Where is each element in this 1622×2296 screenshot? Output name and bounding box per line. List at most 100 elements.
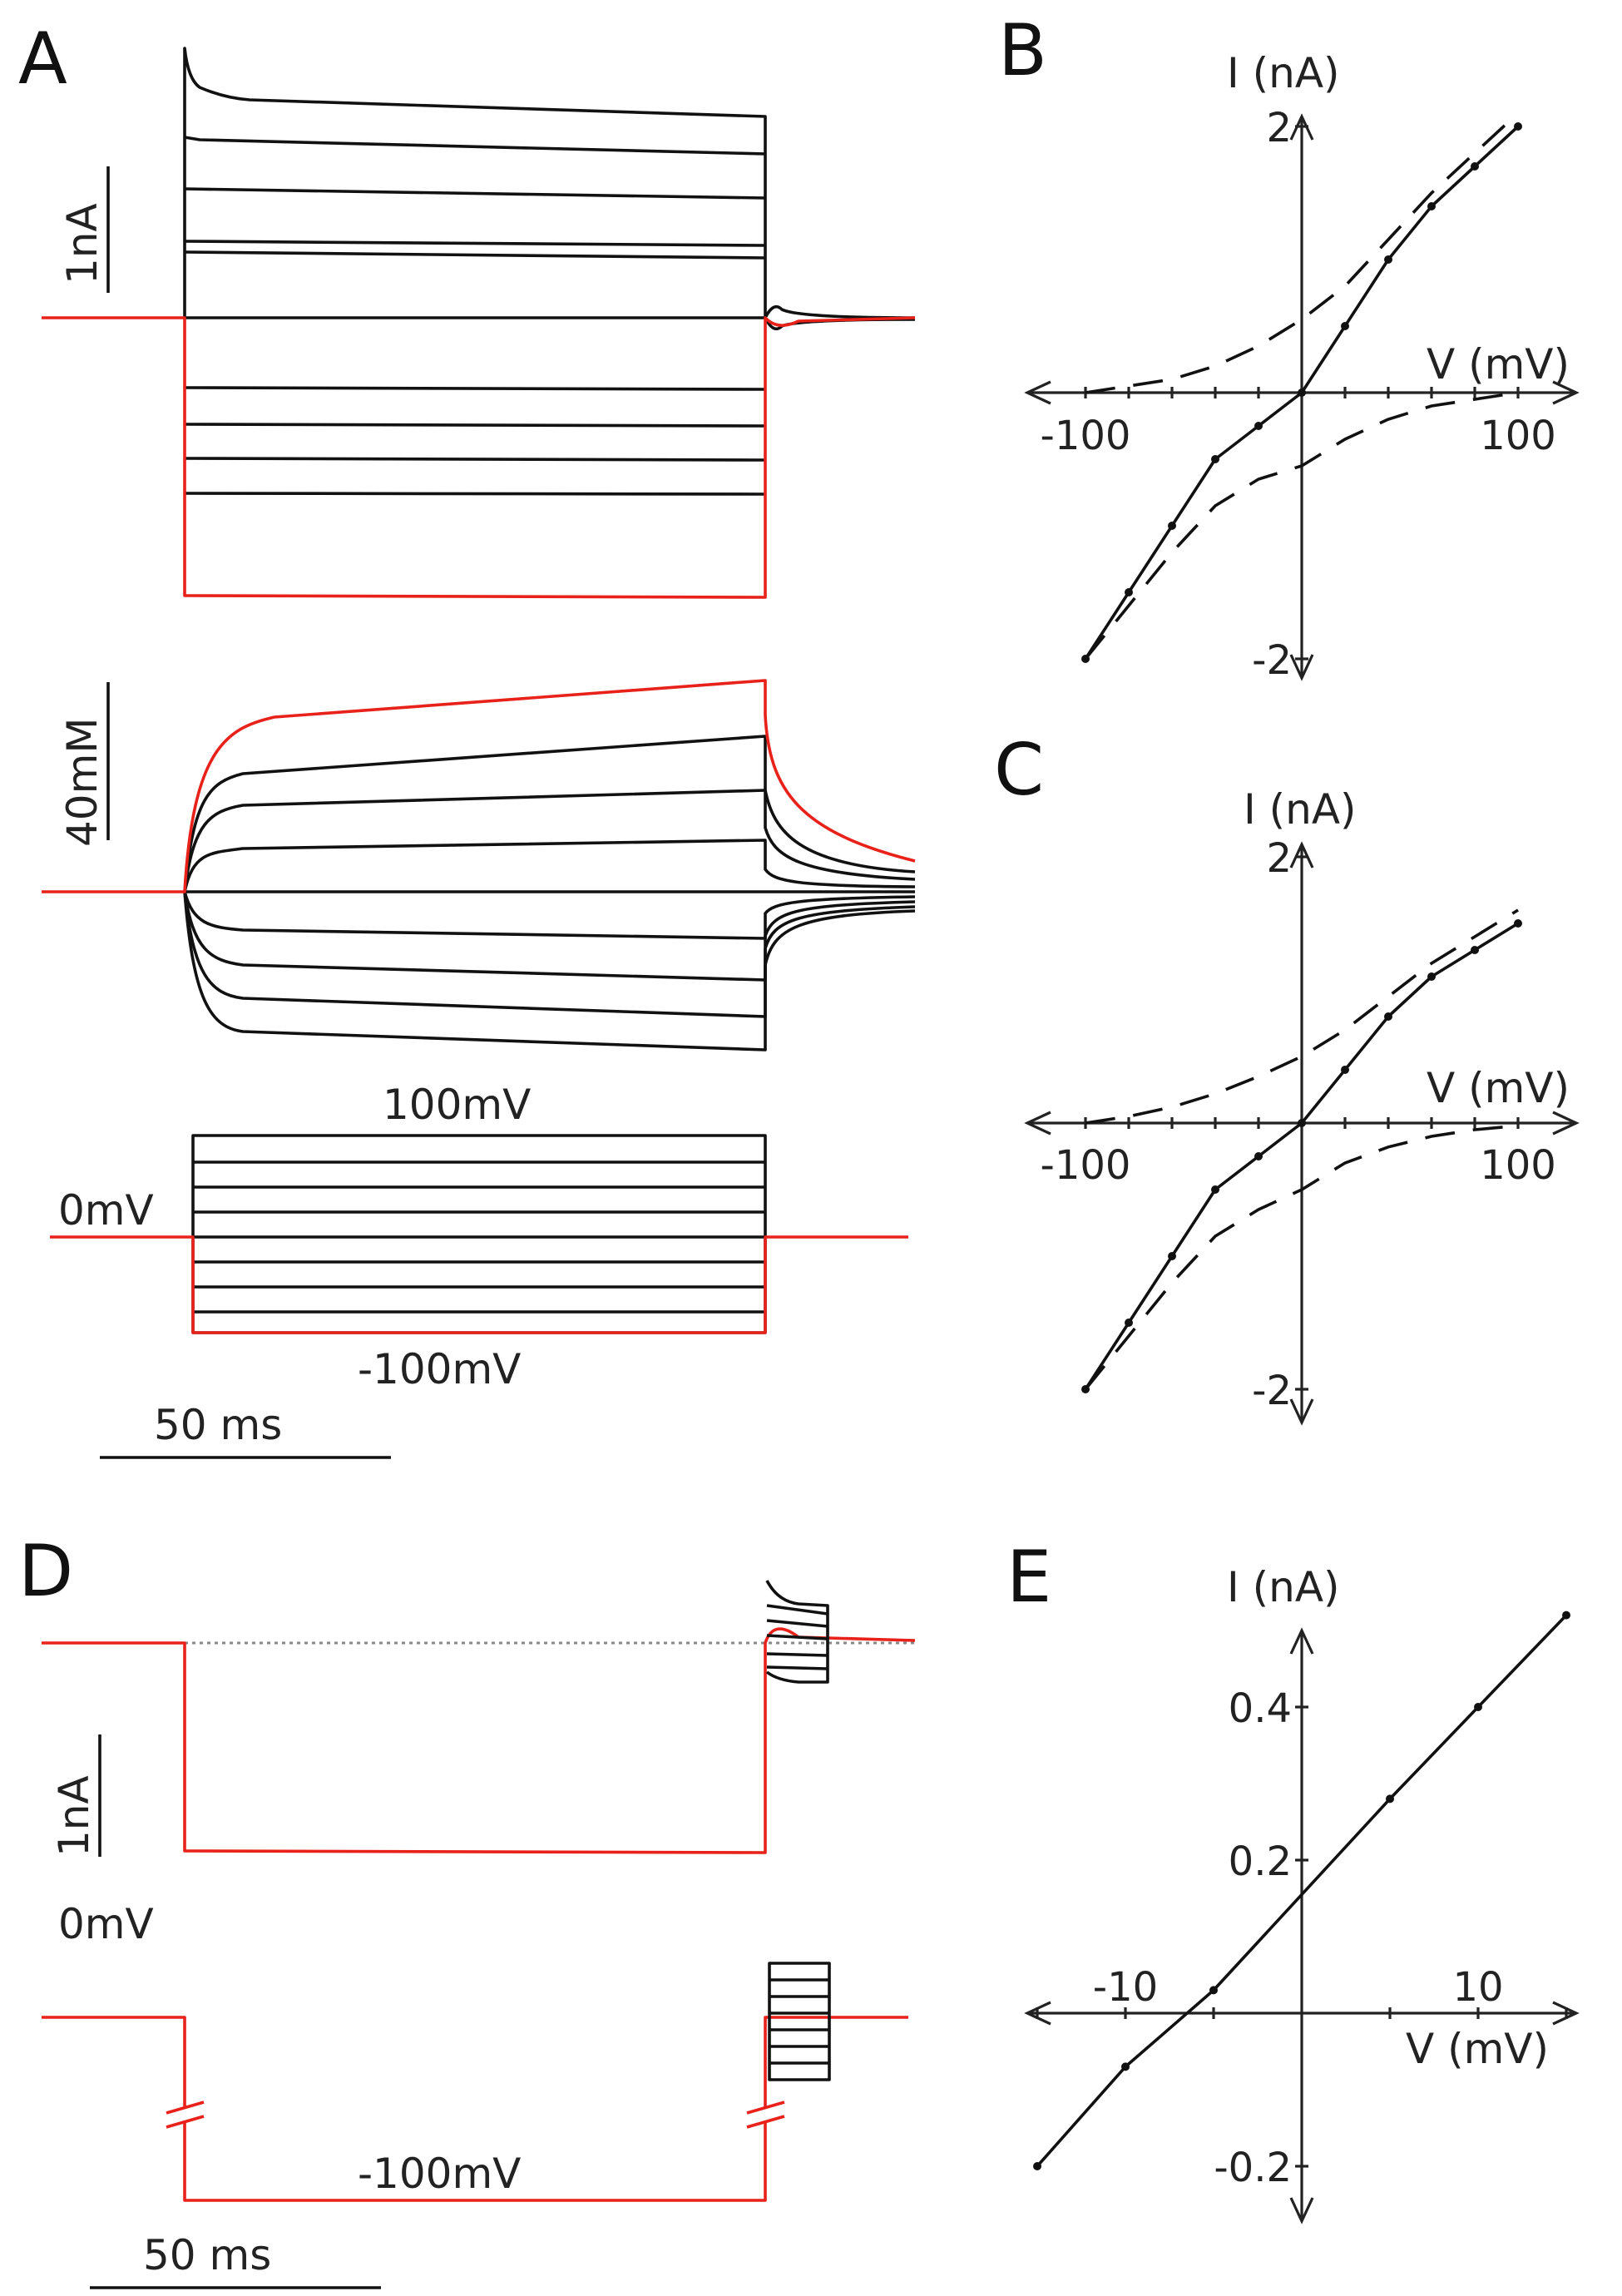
a-current-traces: 1nA (42, 47, 916, 599)
data-point (1514, 122, 1522, 131)
x-tick-label: -100 (1041, 413, 1131, 459)
y-tick-label: 0.2 (1229, 1838, 1292, 1885)
iv-plot-c: V (mV) I (nA) -100 100 -2 2 (1024, 785, 1580, 1426)
x-tick-label: -100 (1041, 1142, 1131, 1189)
data-point (1298, 388, 1306, 397)
y-axis-arrow-top (1289, 1627, 1314, 1655)
y-tick-label: 2 (1266, 835, 1292, 882)
panel-d: D 1nA 0mV -100mV 50 ms (18, 1530, 916, 2289)
a-conc-trace-7 (183, 891, 916, 1052)
data-point (1125, 588, 1133, 596)
panel-label-a: A (18, 17, 67, 101)
a-tail-upper (764, 304, 916, 319)
data-point (1254, 422, 1263, 430)
y-axis-arrow-top (1289, 841, 1314, 868)
x-axis-arrow-left (1024, 380, 1051, 405)
a-conc-trace-3 (183, 839, 916, 893)
data-point (1471, 946, 1479, 954)
x-axis-label: V (mV) (1427, 1064, 1570, 1112)
y-tick-label: -0.2 (1214, 2145, 1292, 2191)
a-trace-3 (184, 187, 766, 200)
d-time-scale-label: 50 ms (143, 2231, 271, 2279)
series-line-3 (1085, 111, 1520, 394)
x-tick-label: 100 (1480, 413, 1556, 459)
d-tail-4 (766, 1652, 828, 1657)
data-point (1384, 255, 1392, 264)
series-line-1 (1036, 1614, 1568, 2168)
y-axis-arrow-bottom (1289, 654, 1314, 681)
d-tail-currents (765, 1580, 829, 1684)
d-v-trace (42, 2016, 908, 2202)
d-tail-3 (766, 1634, 828, 1640)
panel-label-e: E (1006, 1536, 1051, 1619)
a-v-hold-label: 0mV (58, 1186, 154, 1235)
d-tail-box (765, 1580, 829, 1684)
series-line-2 (1084, 1124, 1519, 1391)
d-axis-break-right-1 (746, 2101, 785, 2115)
iv-plot-b: V (mV) I (nA) -100 100 -2 2 (1024, 49, 1580, 684)
d-axis-break-left-2 (166, 2115, 205, 2129)
a-trace-top (183, 47, 767, 318)
data-point (1211, 1185, 1219, 1194)
y-axis-arrow-bottom (1289, 1398, 1314, 1426)
y-tick-label: -2 (1252, 637, 1292, 684)
a-trace-6 (184, 386, 766, 391)
y-axis-label: I (nA) (1227, 1563, 1340, 1611)
x-tick-label: -10 (1093, 1964, 1158, 2011)
d-tail-2 (766, 1619, 828, 1628)
a-conc-scale-label: 40mM (58, 718, 106, 847)
panel-label-b: B (998, 9, 1047, 92)
d-tail-1 (766, 1604, 828, 1616)
data-point (1386, 1794, 1394, 1804)
a-conc-trace-highlight (42, 679, 916, 893)
a-conc-trace-5 (183, 891, 916, 982)
data-point (1514, 919, 1522, 928)
y-tick-label: -2 (1252, 1368, 1292, 1414)
d-v-step-label: -100mV (358, 2150, 521, 2198)
data-point (1474, 1703, 1482, 1711)
a-v-step-box (191, 1134, 767, 1334)
y-tick-label: 0.4 (1229, 1685, 1292, 1732)
a-trace-highlight (42, 316, 916, 599)
panel-a: A 1nA 40mM (18, 17, 916, 1459)
series-line-3 (1085, 908, 1519, 1125)
a-trace-2 (184, 136, 766, 156)
data-point (1427, 972, 1436, 981)
a-v-min-label: -100mV (358, 1345, 521, 1393)
data-point (1121, 2062, 1130, 2071)
a-concentration-traces: 40mM (42, 679, 916, 1052)
x-axis-label: V (mV) (1406, 2025, 1549, 2073)
d-axis-break-right-2 (746, 2115, 785, 2129)
a-trace-5 (184, 250, 766, 260)
d-current-scale-label: 1nA (50, 1775, 98, 1857)
a-conc-trace-2 (183, 789, 916, 893)
data-point (1341, 1066, 1349, 1074)
y-axis-label: I (nA) (1227, 49, 1340, 97)
data-point (1341, 322, 1349, 330)
series-line-2 (1084, 391, 1519, 661)
a-v-max-label: 100mV (383, 1081, 531, 1129)
x-axis-arrow-right (1552, 2001, 1580, 2026)
a-trace-4 (184, 240, 766, 247)
panel-label-d: D (18, 1530, 73, 1613)
d-current-trace (42, 1627, 916, 1854)
y-axis-arrow-top (1289, 113, 1314, 141)
x-axis-arrow-left (1024, 2001, 1051, 2026)
d-v-test-steps (768, 1962, 831, 2081)
data-point (1209, 1986, 1218, 1995)
data-point (1033, 2162, 1041, 2170)
data-point (1168, 522, 1176, 530)
x-axis-label: V (mV) (1427, 340, 1570, 388)
data-point (1211, 455, 1219, 463)
a-trace-9 (184, 492, 766, 496)
data-point (1168, 1252, 1176, 1260)
data-point (1125, 1319, 1133, 1327)
panel-label-c: C (994, 729, 1044, 812)
data-point (1562, 1611, 1570, 1620)
a-v-step-highlight (50, 1235, 908, 1334)
iv-plot-e: V (mV) I (nA) -10 10 -0.2 0.2 0.4 (1024, 1563, 1580, 2224)
a-trace-7 (184, 423, 766, 428)
d-axis-break-left-1 (166, 2101, 205, 2115)
a-voltage-protocol: 100mV 0mV -100mV (50, 1081, 908, 1393)
